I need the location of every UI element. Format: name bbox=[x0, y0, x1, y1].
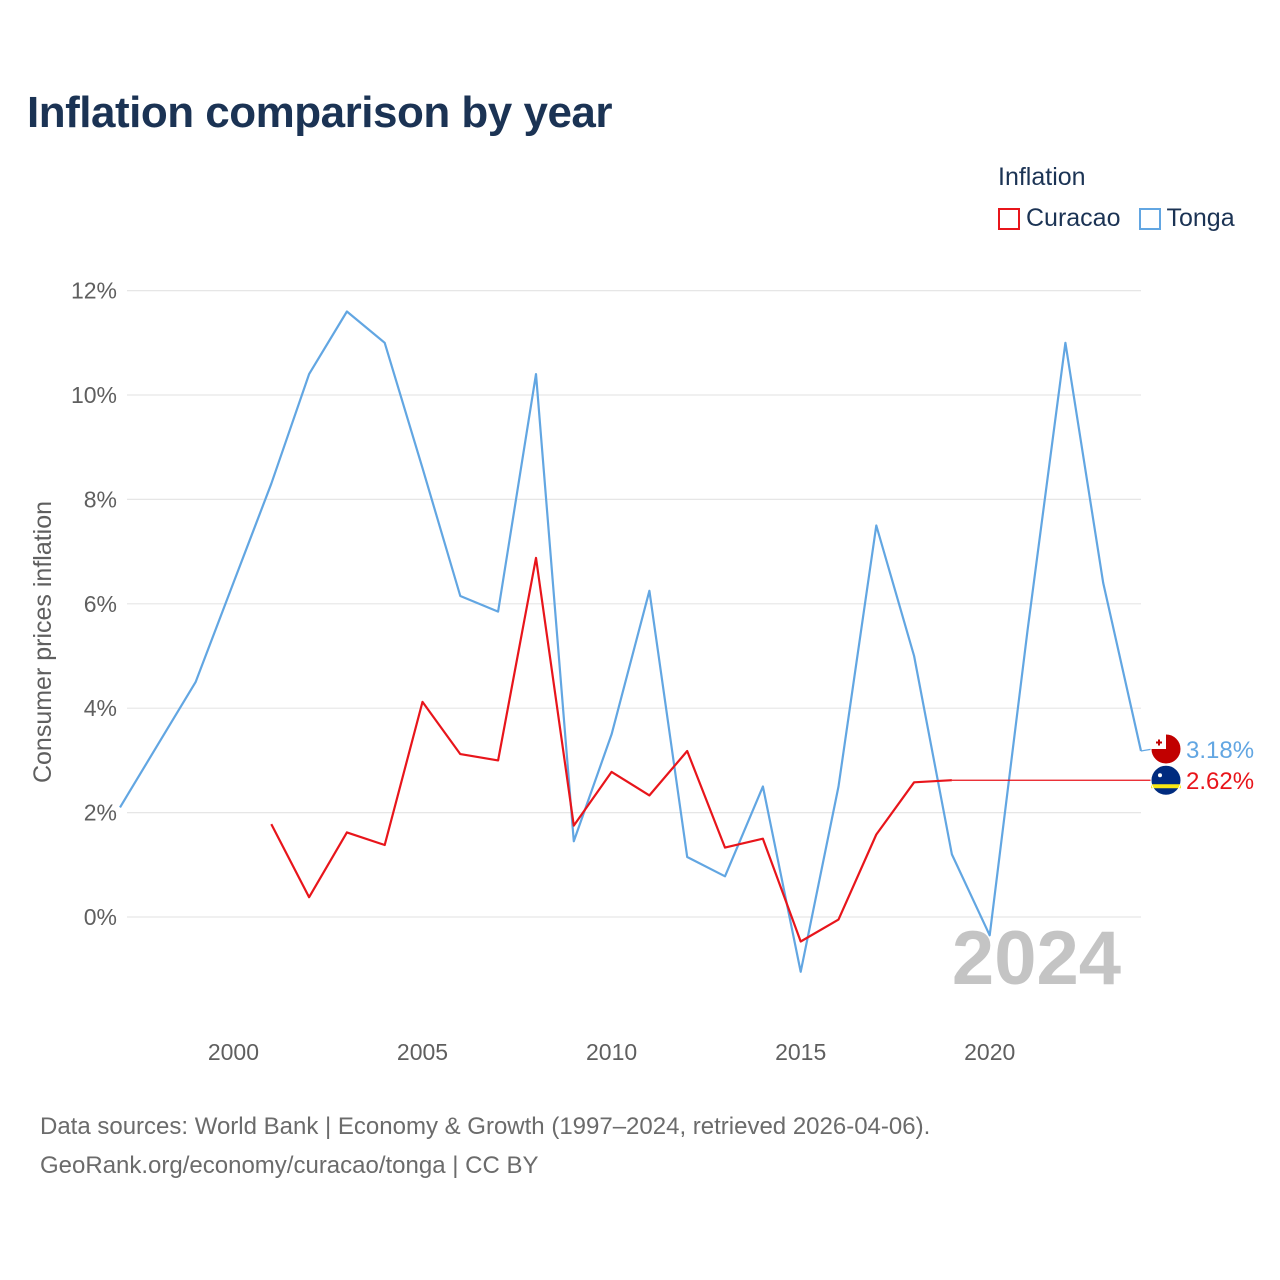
series-line-curacao[interactable] bbox=[270, 556, 952, 943]
y-axis-ticks: 0% 2% 4% 6% 8% 10% 12% bbox=[71, 278, 117, 930]
source-line-1: Data sources: World Bank | Economy & Gro… bbox=[40, 1113, 931, 1140]
y-tick-label-4: 4% bbox=[84, 695, 117, 721]
legend: Curacao Tonga bbox=[998, 204, 1253, 233]
legend-item-curacao[interactable]: Curacao bbox=[998, 204, 1121, 233]
legend-label-tonga: Tonga bbox=[1166, 204, 1235, 232]
x-tick-label-2010: 2010 bbox=[586, 1039, 637, 1065]
y-tick-label-8: 8% bbox=[84, 486, 117, 512]
chart-title: Inflation comparison by year bbox=[27, 88, 613, 137]
x-tick-label-2020: 2020 bbox=[964, 1039, 1015, 1065]
end-labels: 3.18% 2.62% bbox=[951, 733, 1254, 796]
tonga-flag-icon bbox=[1150, 733, 1182, 765]
x-tick-label-2000: 2000 bbox=[208, 1039, 259, 1065]
end-label-curacao: 2.62% bbox=[1186, 768, 1254, 795]
series-line-tonga[interactable] bbox=[119, 310, 1143, 973]
x-tick-label-2015: 2015 bbox=[775, 1039, 826, 1065]
legend-label-curacao: Curacao bbox=[1026, 204, 1121, 232]
y-axis-label: Consumer prices inflation bbox=[29, 501, 57, 783]
series-lines bbox=[119, 310, 1143, 973]
x-axis-ticks: 2000 2005 2010 2015 2020 bbox=[208, 1039, 1015, 1065]
grid-lines bbox=[127, 290, 1141, 918]
source-line-2[interactable]: GeoRank.org/economy/curacao/tonga | CC B… bbox=[40, 1152, 539, 1179]
source-note: Data sources: World Bank | Economy & Gro… bbox=[40, 1107, 930, 1185]
y-tick-label-10: 10% bbox=[71, 382, 117, 408]
legend-swatch-curacao bbox=[998, 207, 1020, 230]
y-tick-label-12: 12% bbox=[71, 278, 117, 304]
year-watermark: 2024 bbox=[952, 916, 1121, 1001]
legend-swatch-tonga bbox=[1138, 207, 1161, 230]
y-tick-label-0: 0% bbox=[84, 904, 117, 930]
x-tick-label-2005: 2005 bbox=[397, 1039, 448, 1065]
y-tick-label-2: 2% bbox=[84, 800, 117, 826]
curacao-flag-icon bbox=[1150, 764, 1182, 796]
legend-title: Inflation bbox=[998, 163, 1086, 191]
legend-item-tonga[interactable]: Tonga bbox=[1138, 204, 1235, 233]
end-label-tonga: 3.18% bbox=[1186, 737, 1254, 764]
y-tick-label-6: 6% bbox=[84, 591, 117, 617]
